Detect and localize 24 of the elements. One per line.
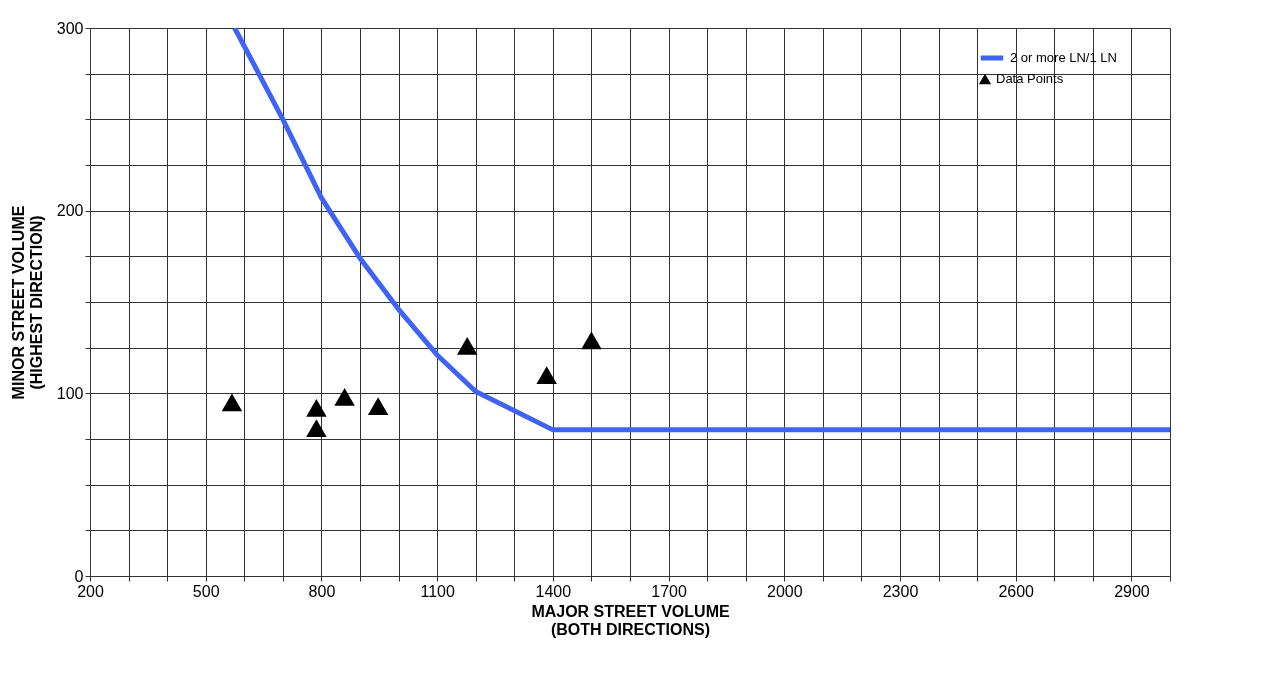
x-tick-label: 2600 [998,582,1035,600]
point [367,397,389,415]
y-tick-label: 300 [56,19,84,37]
y-tick-label: 0 [74,567,84,585]
y-tick-label: 200 [56,202,84,220]
x-tick-label: 2000 [766,582,803,600]
point [456,336,478,355]
x-tick-label: 200 [77,582,104,600]
x-tick-label: 2900 [1114,582,1150,600]
x-tick-label: 1400 [535,582,572,600]
y-axis-title: MINOR STREET VOLUME (HIGHEST DIRECTION) [9,205,45,400]
x-tick-label: 1100 [420,582,455,600]
x-tick-label: 800 [308,582,336,600]
point [581,331,602,350]
point [306,419,327,437]
point [221,393,243,412]
y-tick-label: 100 [56,384,84,402]
x-tick-label: 500 [192,582,220,600]
point [306,399,327,417]
point [334,388,355,406]
x-tick-label: 1700 [651,582,687,600]
point [536,366,557,384]
x-tick-label: 2300 [882,582,919,600]
x-axis-title: MAJOR STREET VOLUME (BOTH DIRECTIONS) [531,602,730,638]
